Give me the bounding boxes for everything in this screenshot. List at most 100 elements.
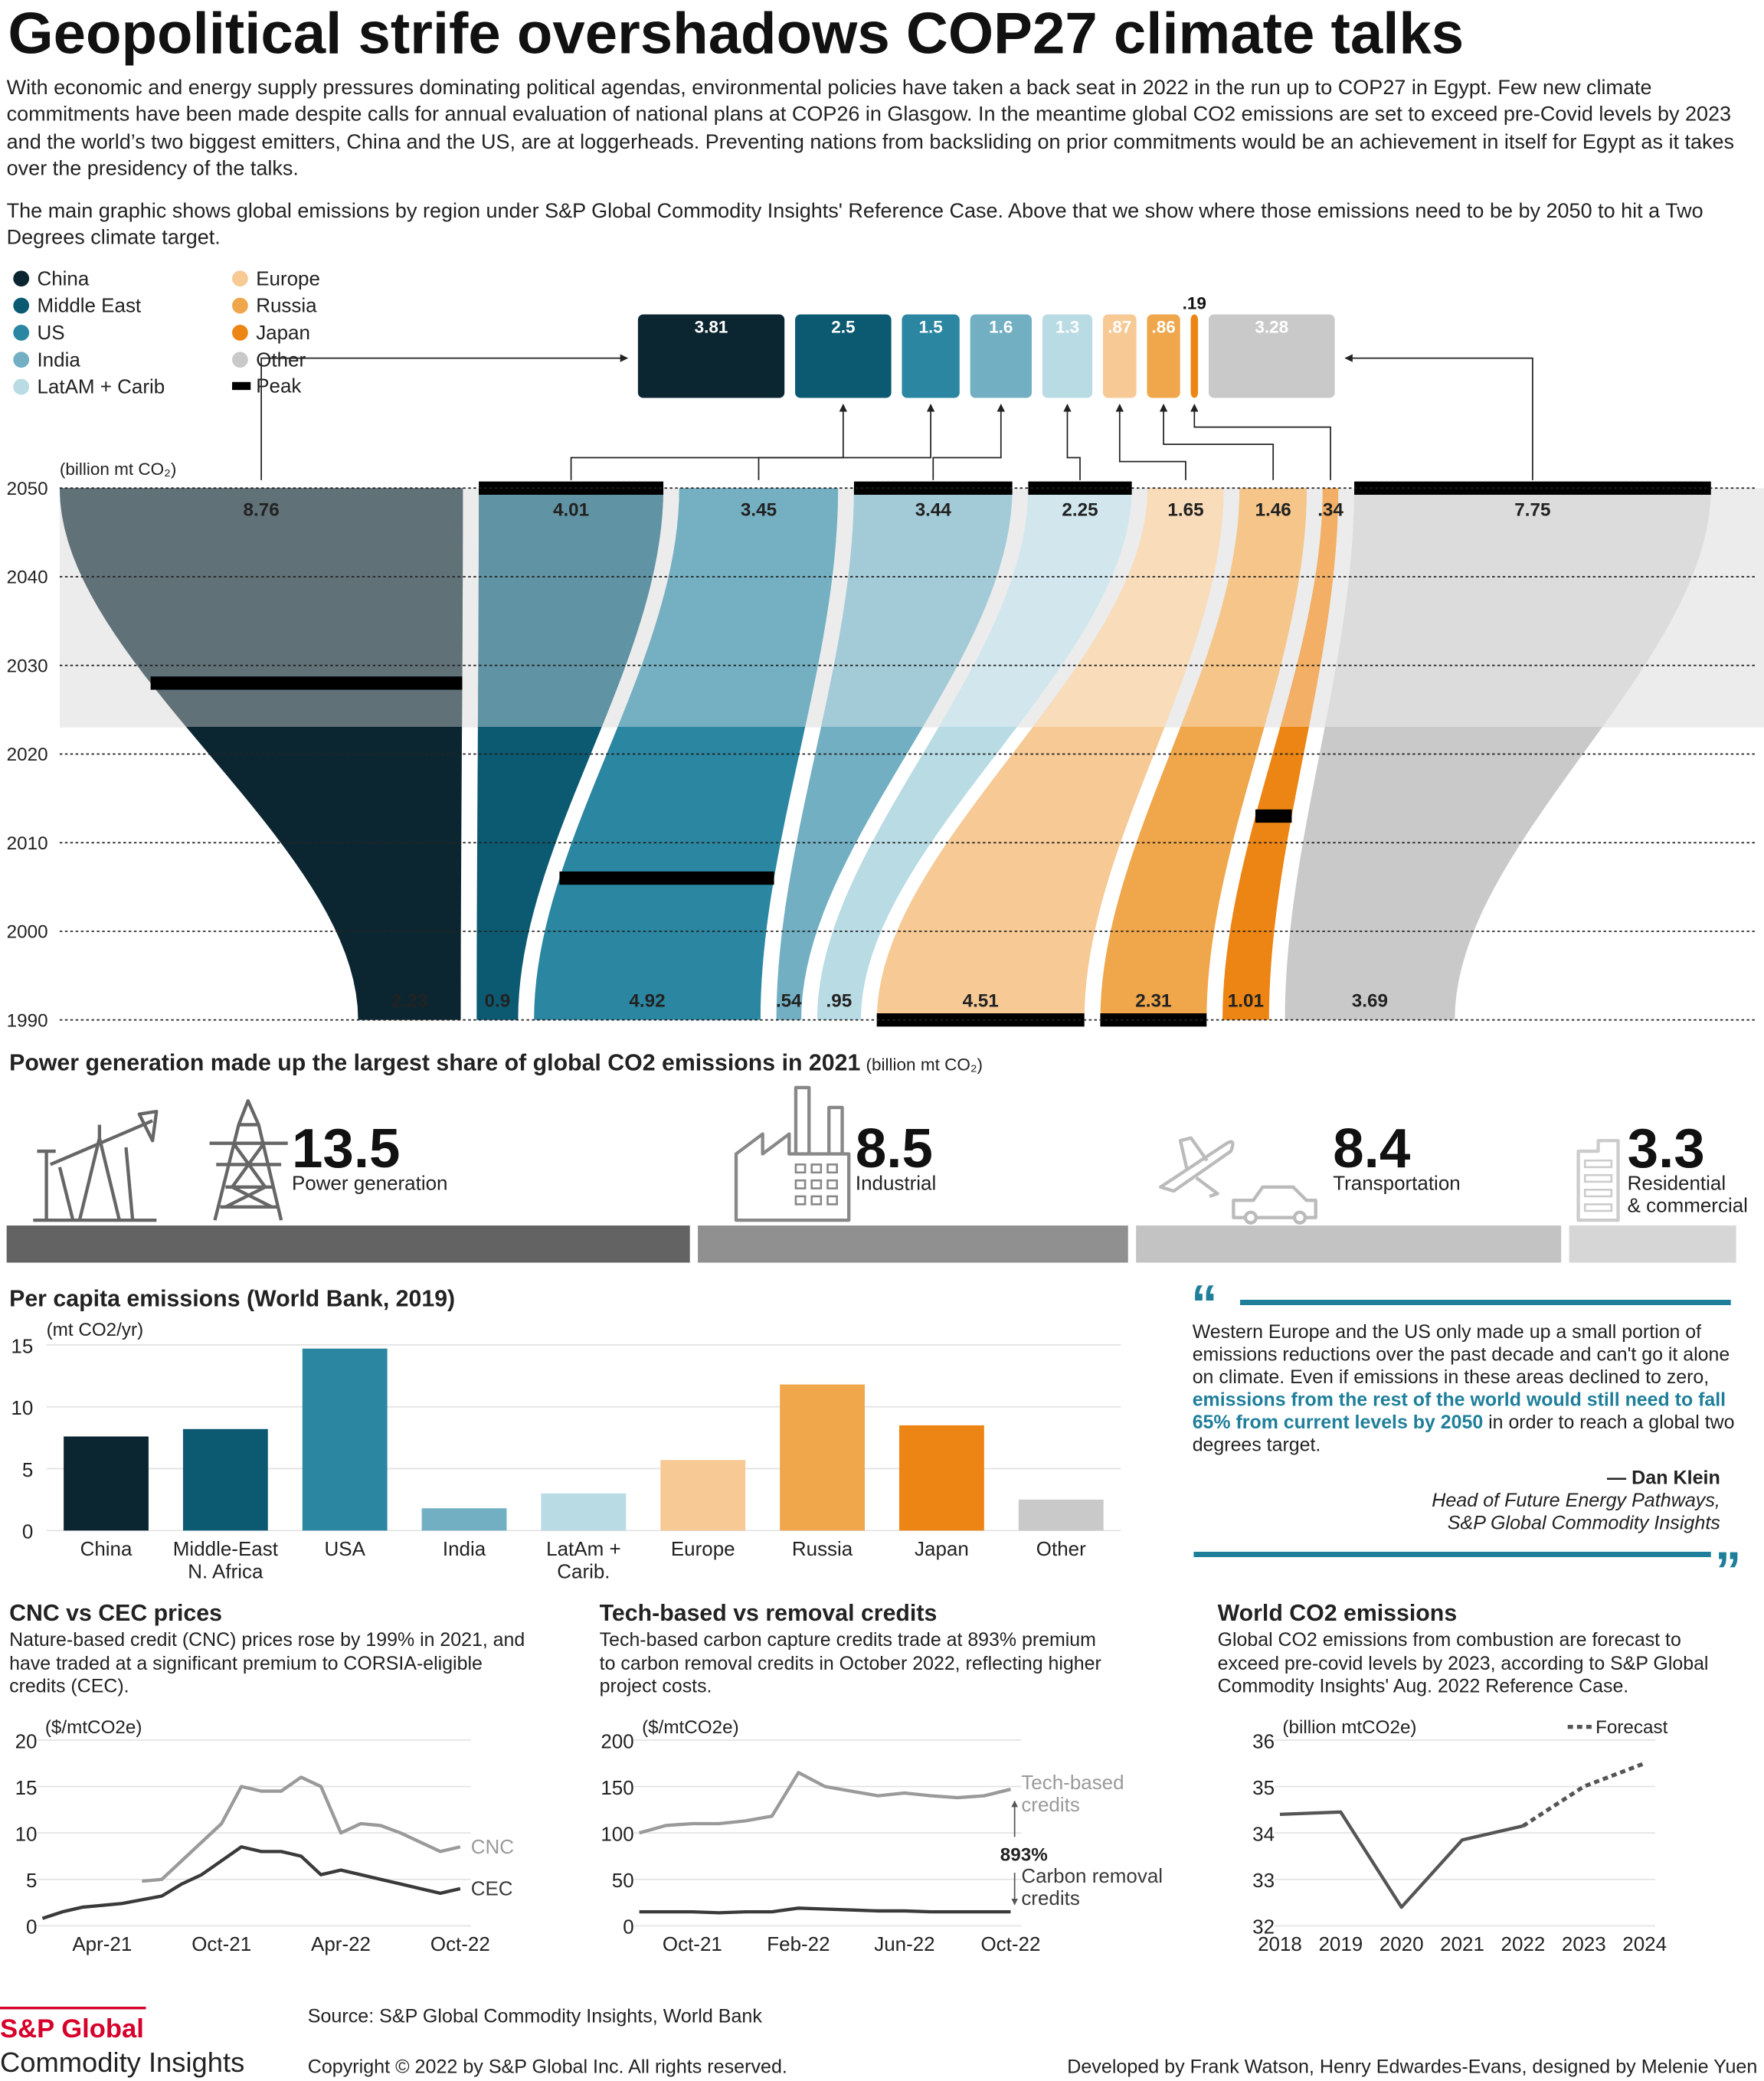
target-label: 3.81	[695, 318, 728, 337]
x-tick-label: Japan	[915, 1537, 969, 1560]
sector-value: 13.5	[292, 1117, 401, 1180]
y-tick-label: 2020	[7, 744, 48, 765]
value-2050: 3.44	[915, 500, 952, 521]
x-tick-label: LatAm + Carib.	[546, 1537, 620, 1582]
x-tick-label: Middle-East N. Africa	[173, 1537, 279, 1582]
x-tick-label: 2021	[1440, 1932, 1484, 1955]
icon-window	[794, 1163, 807, 1174]
icon	[734, 1085, 851, 1222]
value-1990: 4.92	[629, 990, 665, 1011]
value-1990: .95	[826, 990, 853, 1011]
sector-label: Industrial	[856, 1171, 936, 1194]
chart-title: World CO2 emissions	[1218, 1601, 1458, 1626]
intro-1: With economic and energy supply pressure…	[6, 77, 1734, 181]
intro-2: The main graphic shows global emissions …	[6, 200, 1703, 250]
y-tick-label: 100	[601, 1823, 633, 1846]
x-tick-label: Oct-22	[980, 1932, 1040, 1955]
legend-peak-swatch	[232, 381, 251, 391]
quote-end: in order to reach a global two degrees t…	[1192, 1412, 1735, 1457]
x-tick-label: 2023	[1562, 1932, 1606, 1955]
y-tick-label: 5	[22, 1458, 33, 1481]
chart-subtitle: Nature-based credit (CNC) prices rose by…	[9, 1630, 525, 1698]
sector-label: Power generation	[292, 1171, 448, 1194]
unit-label: (billion mtCO2e)	[1282, 1717, 1416, 1738]
sector-bar	[698, 1225, 1128, 1263]
y-tick-label: 150	[601, 1776, 633, 1799]
series-line	[142, 1775, 461, 1883]
peak-bar	[150, 676, 463, 690]
quote-text: Western Europe and the US only made up a…	[1193, 1322, 1736, 1458]
icon-window	[826, 1179, 838, 1189]
legend-label: Other	[256, 348, 306, 371]
x-tick-label: India	[443, 1537, 486, 1560]
legend-label: Peak	[256, 375, 302, 398]
x-tick-label: Other	[1036, 1537, 1086, 1560]
value-1990: 0.9	[484, 990, 510, 1011]
y-tick-label: 1990	[7, 1010, 48, 1031]
target-box	[902, 314, 960, 398]
sector-title: Power generation made up the largest sha…	[9, 1050, 860, 1075]
x-tick-label: Oct-21	[191, 1932, 251, 1955]
y-tick-label: 0	[26, 1916, 37, 1939]
value-2050: 8.76	[244, 500, 280, 521]
target-box	[637, 314, 785, 398]
target-label: 1.6	[989, 318, 1013, 337]
series-label: Tech-based credits	[1021, 1771, 1124, 1816]
credits: Developed by Frank Watson, Henry Edwarde…	[1067, 2056, 1757, 2078]
x-tick-label: 2019	[1318, 1932, 1363, 1955]
legend-label: LatAM + Carib	[37, 375, 165, 398]
icon-window	[794, 1195, 807, 1206]
peak-bar	[876, 1013, 1085, 1027]
x-tick-label: China	[80, 1537, 133, 1560]
x-tick-label: Oct-22	[430, 1932, 490, 1955]
copyright: Copyright © 2022 by S&P Global Inc. All …	[308, 2056, 787, 2078]
title: Geopolitical strife overshadows COP27 cl…	[8, 1, 1464, 66]
bar	[421, 1508, 507, 1531]
region-forecast-tint	[1180, 488, 1307, 727]
y-tick-label: 33	[1252, 1869, 1275, 1892]
target-box	[1102, 314, 1137, 398]
legend-swatch	[13, 352, 30, 368]
y-tick-label: 20	[15, 1729, 38, 1752]
bar	[182, 1428, 268, 1531]
target-box	[1042, 314, 1093, 398]
y-tick-label: 50	[612, 1869, 634, 1892]
icon-wheel	[1292, 1210, 1307, 1225]
intro-text: The main graphic shows global emissions …	[6, 200, 1703, 250]
series-line-forecast	[1522, 1761, 1646, 1828]
legend-label: India	[37, 348, 80, 371]
icon-window	[810, 1163, 823, 1174]
y-tick-label: 15	[15, 1776, 38, 1799]
legend-swatch	[232, 270, 248, 287]
x-tick-label: USA	[325, 1537, 366, 1560]
value-1990: 4.51	[963, 990, 999, 1011]
annotation: 893%	[1000, 1844, 1048, 1865]
chart-subtitle-box: Tech-based carbon capture credits trade …	[600, 1630, 1101, 1697]
bar	[1018, 1499, 1104, 1531]
legend-swatch	[232, 324, 248, 341]
connector	[1063, 404, 1081, 480]
y-tick-label: 2010	[7, 833, 48, 854]
y-tick-label: 10	[11, 1396, 33, 1419]
region-flow	[59, 488, 463, 1020]
quote-box: Western Europe and the US only made up a…	[1193, 1322, 1736, 1458]
x-tick-label: Feb-22	[767, 1932, 830, 1955]
icon	[209, 1099, 288, 1221]
unit-label: ($/mtCO2e)	[45, 1717, 142, 1738]
icon-window	[810, 1179, 823, 1189]
target-box	[1208, 314, 1335, 398]
target-label: 2.5	[831, 318, 855, 337]
logo-top: S&P Global	[0, 2014, 144, 2043]
x-tick-label: Russia	[792, 1537, 853, 1560]
region-forecast-tint	[477, 488, 664, 727]
intro-text: With economic and energy supply pressure…	[6, 77, 1734, 181]
value-2050: 1.46	[1255, 500, 1291, 521]
legend-label: Middle East	[37, 294, 141, 317]
quote-author: — Dan Klein	[1607, 1467, 1720, 1489]
peak-bar	[1255, 809, 1292, 823]
connector	[1344, 354, 1533, 480]
chart-title: Tech-based vs removal credits	[600, 1601, 938, 1626]
legend-label: US	[37, 321, 64, 344]
x-tick-label: Oct-21	[663, 1932, 722, 1955]
